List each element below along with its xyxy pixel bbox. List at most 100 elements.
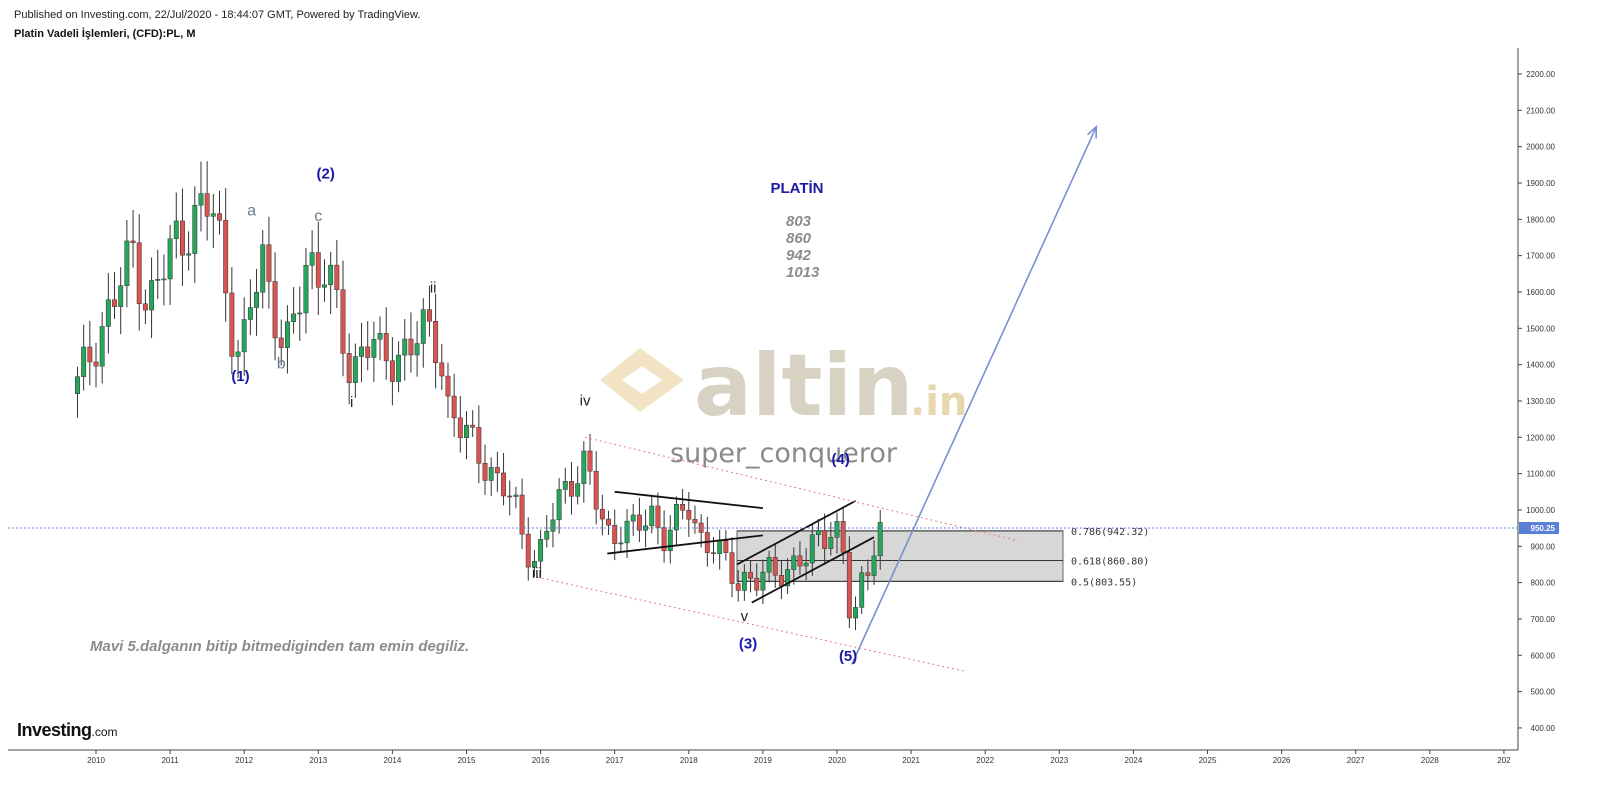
candle-body xyxy=(192,204,198,254)
candle-body xyxy=(834,521,840,538)
wedge-upper xyxy=(736,500,856,566)
x-tick-label: 2023 xyxy=(1050,756,1068,765)
candle-body xyxy=(266,244,272,282)
candle-body xyxy=(612,524,618,544)
candle xyxy=(661,510,667,563)
candle-body xyxy=(686,510,692,520)
candle xyxy=(618,526,624,553)
candle-body xyxy=(241,319,247,353)
candle xyxy=(593,451,599,525)
candle-body xyxy=(760,571,766,591)
candle-body xyxy=(846,552,852,619)
candle-body xyxy=(396,354,402,382)
candle xyxy=(630,504,636,536)
candle xyxy=(612,509,618,561)
candle-body xyxy=(383,333,389,362)
watermark: altin.in super_conqueror xyxy=(600,336,967,469)
candle xyxy=(766,550,772,583)
y-tick-label: 700.00 xyxy=(1531,615,1556,624)
candle-body xyxy=(112,299,117,307)
candle xyxy=(513,486,519,509)
price-axis: 2010 2011 2012 2013 2014 2015 2016 2017 2018 2019… xyxy=(8,70,1559,765)
x-tick-label: 2020 xyxy=(828,756,846,765)
candle xyxy=(853,596,858,631)
candle-body xyxy=(389,360,395,382)
candle xyxy=(562,467,568,504)
candle-body xyxy=(81,346,87,377)
y-tick-label: 1300.00 xyxy=(1526,397,1555,406)
candle xyxy=(105,273,111,354)
candle-body xyxy=(649,505,655,527)
wave-label: (4) xyxy=(832,451,850,468)
candle xyxy=(155,249,161,299)
candle xyxy=(217,190,222,235)
candle xyxy=(198,161,204,232)
candle-body xyxy=(93,361,99,367)
candle-body xyxy=(624,520,630,544)
candle-body xyxy=(531,560,537,568)
candle xyxy=(587,434,593,485)
candle-body xyxy=(667,529,673,552)
candle-body xyxy=(674,504,679,531)
candle-body xyxy=(99,326,105,367)
x-tick-label: 2012 xyxy=(235,756,253,765)
candle xyxy=(334,240,340,308)
candle xyxy=(427,285,432,337)
candle xyxy=(81,324,87,391)
candle xyxy=(371,321,377,382)
y-tick-label: 1600.00 xyxy=(1526,288,1555,297)
candle-body xyxy=(340,289,346,354)
candle xyxy=(142,289,148,325)
candle xyxy=(210,193,216,249)
triangle-upper xyxy=(614,490,763,510)
candle-body xyxy=(599,508,605,520)
candle-body xyxy=(118,285,124,307)
candle xyxy=(322,259,327,302)
candle-body xyxy=(217,213,222,221)
candle-body xyxy=(445,375,451,397)
candle xyxy=(167,224,173,306)
candle-body xyxy=(729,552,735,584)
candle-body xyxy=(717,540,723,554)
watermark-tld: .in xyxy=(910,379,967,425)
candle xyxy=(284,305,290,374)
candle xyxy=(420,298,426,368)
x-tick-label: 2015 xyxy=(458,756,476,765)
fibonacci-box: 0.786(942.32) 0.618(860.80) 0.5(803.55) xyxy=(736,527,1149,588)
candle-body xyxy=(130,240,136,244)
candle xyxy=(451,373,457,437)
candle-body xyxy=(569,481,574,497)
candle-body xyxy=(439,362,445,377)
candle xyxy=(93,342,99,388)
wave-label: ii xyxy=(430,280,437,297)
candle-body xyxy=(105,299,111,327)
annotation-note: Mavi 5.dalganın bitip bitmediginden tam … xyxy=(90,638,469,655)
candle-body xyxy=(322,284,327,288)
candle-body xyxy=(124,240,130,286)
candle xyxy=(754,563,760,597)
candle xyxy=(266,216,272,309)
fib-level-label: 0.5(803.55) xyxy=(1071,577,1137,588)
candle-body xyxy=(772,556,778,576)
y-tick-label: 1400.00 xyxy=(1526,361,1555,370)
candle xyxy=(865,559,871,591)
candle xyxy=(692,505,698,534)
candle-body xyxy=(433,320,439,364)
arrow-head-icon xyxy=(1086,124,1098,139)
candle xyxy=(488,457,494,496)
candle xyxy=(303,248,309,334)
candle-body xyxy=(581,450,587,484)
candle-body xyxy=(741,571,747,591)
candle-body xyxy=(198,193,204,206)
candle xyxy=(581,441,587,503)
candle xyxy=(408,312,414,373)
candle-body xyxy=(186,253,192,256)
candle-body xyxy=(488,467,494,481)
candle xyxy=(87,320,93,386)
wave-label: (5) xyxy=(839,648,857,665)
y-tick-label: 1200.00 xyxy=(1526,433,1555,442)
candle-body xyxy=(352,356,358,383)
candle xyxy=(278,319,284,366)
y-tick-label: 900.00 xyxy=(1531,542,1556,551)
